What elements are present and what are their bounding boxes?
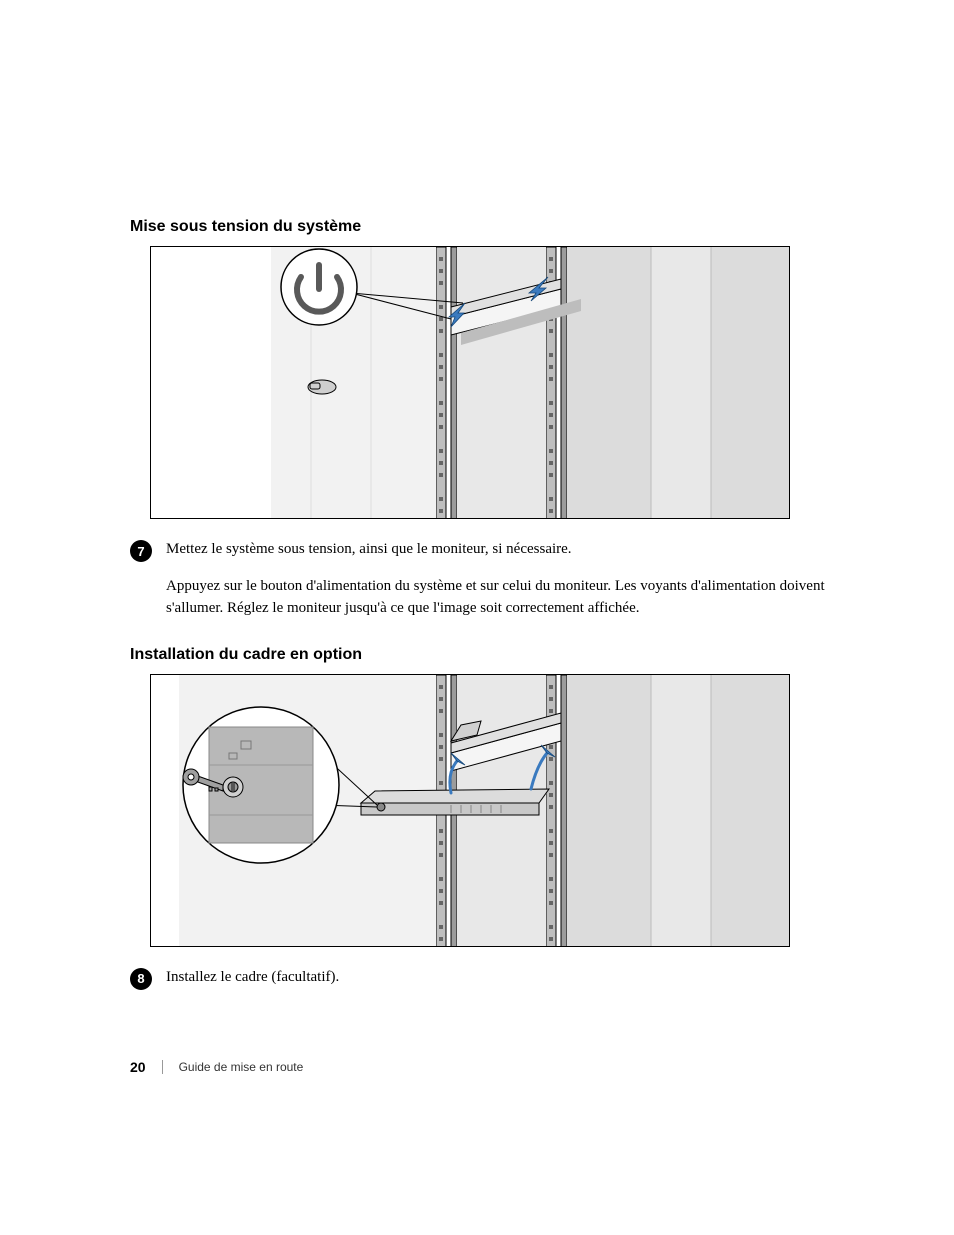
heading-bezel: Installation du cadre en option xyxy=(130,646,830,664)
step-7-paragraph: Appuyez sur le bouton d'alimentation du … xyxy=(166,576,826,620)
step-number-8: 8 xyxy=(130,968,152,990)
page-number: 20 xyxy=(130,1059,146,1075)
page-footer: 20 Guide de mise en route xyxy=(130,1059,303,1075)
figure-bezel xyxy=(150,674,790,947)
footer-separator xyxy=(162,1060,163,1074)
step-8-text: Installez le cadre (facultatif). xyxy=(166,967,339,989)
figure-power-on xyxy=(150,246,790,519)
heading-power-on: Mise sous tension du système xyxy=(130,218,830,236)
step-7-text: Mettez le système sous tension, ainsi qu… xyxy=(166,539,572,561)
footer-section-title: Guide de mise en route xyxy=(179,1060,304,1074)
step-number-7: 7 xyxy=(130,540,152,562)
